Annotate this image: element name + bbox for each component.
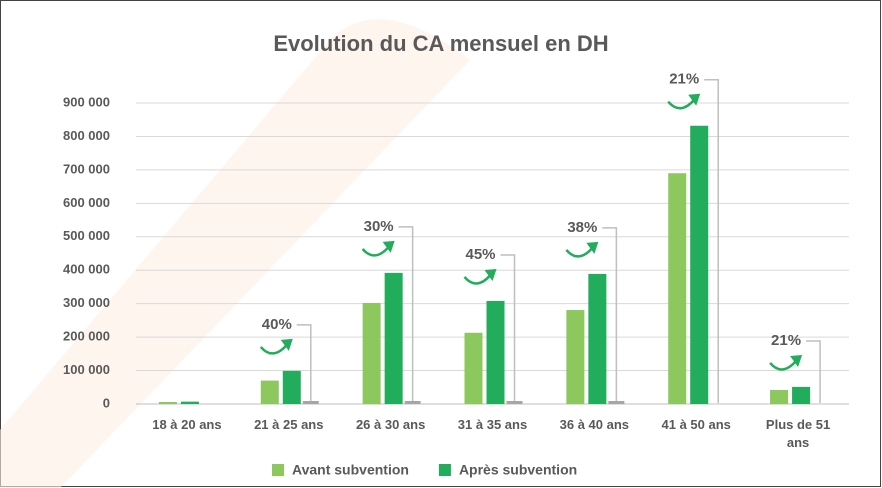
growth-arrow: [565, 247, 594, 258]
growth-arrow: [769, 360, 798, 371]
bar: [158, 401, 177, 404]
growth-arrow: [463, 274, 492, 285]
legend-swatch: [272, 464, 284, 476]
y-tick-label: 900 000: [63, 94, 110, 109]
growth-arrow-head: [688, 93, 701, 106]
bar: [282, 370, 301, 404]
x-tick-label: Plus de 51 ans: [765, 417, 831, 450]
growth-arrow-head: [382, 240, 395, 253]
bar: [362, 302, 381, 404]
bar: [486, 300, 505, 404]
legend-label: Après subvention: [459, 462, 577, 478]
growth-arrow-head: [484, 268, 497, 281]
x-tick-label: 21 à 25 ans: [254, 417, 324, 432]
bar: [260, 380, 279, 404]
bar: [180, 401, 199, 404]
chart-title: Evolution du CA mensuel en DH: [273, 31, 608, 56]
leader-line: [602, 227, 618, 403]
growth-arrow-head: [586, 241, 599, 254]
y-tick-label: 700 000: [63, 161, 110, 176]
leader-line: [500, 254, 516, 403]
y-tick-label: 0: [103, 395, 110, 410]
y-tick-label: 800 000: [63, 128, 110, 143]
bar: [792, 386, 811, 404]
legend-label: Avant subvention: [292, 462, 409, 478]
annotation: 38%: [567, 219, 597, 236]
y-tick-label: 200 000: [63, 329, 110, 344]
bar: [384, 272, 403, 404]
leader-foot: [404, 401, 421, 404]
growth-arrow: [259, 344, 288, 355]
growth-arrow: [361, 246, 390, 257]
annotation: 21%: [771, 332, 801, 349]
y-tick-label: 400 000: [63, 262, 110, 277]
bar: [668, 173, 687, 404]
y-tick-label: 300 000: [63, 295, 110, 310]
annotation: 40%: [262, 316, 292, 333]
x-tick-label: 41 à 50 ans: [661, 417, 731, 432]
annotation: 45%: [465, 246, 495, 263]
leader-line: [704, 78, 719, 403]
bar: [588, 273, 607, 404]
y-tick-label: 600 000: [63, 195, 110, 210]
x-tick-label: 36 à 40 ans: [559, 417, 630, 432]
bar: [690, 125, 709, 405]
bar: [464, 332, 483, 404]
leader-line: [398, 226, 414, 403]
annotation: 21%: [669, 71, 699, 88]
growth-arrow-head: [790, 354, 803, 367]
growth-arrow-head: [280, 338, 293, 351]
x-tick-label: 26 à 30 ans: [355, 417, 426, 432]
x-tick-label: 18 à 20 ans: [152, 417, 222, 432]
leader-foot: [608, 401, 625, 404]
bar: [770, 389, 789, 404]
leader-line: [296, 324, 312, 403]
legend-swatch: [438, 464, 451, 476]
growth-arrow: [667, 98, 696, 110]
y-tick-label: 500 000: [63, 228, 110, 243]
annotation: 30%: [364, 218, 394, 235]
x-tick-label: 31 à 35 ans: [457, 417, 528, 432]
leader-line: [806, 340, 821, 403]
y-tick-label: 100 000: [63, 362, 110, 377]
leader-foot: [506, 401, 523, 404]
bar: [566, 310, 585, 404]
leader-foot: [302, 401, 319, 404]
